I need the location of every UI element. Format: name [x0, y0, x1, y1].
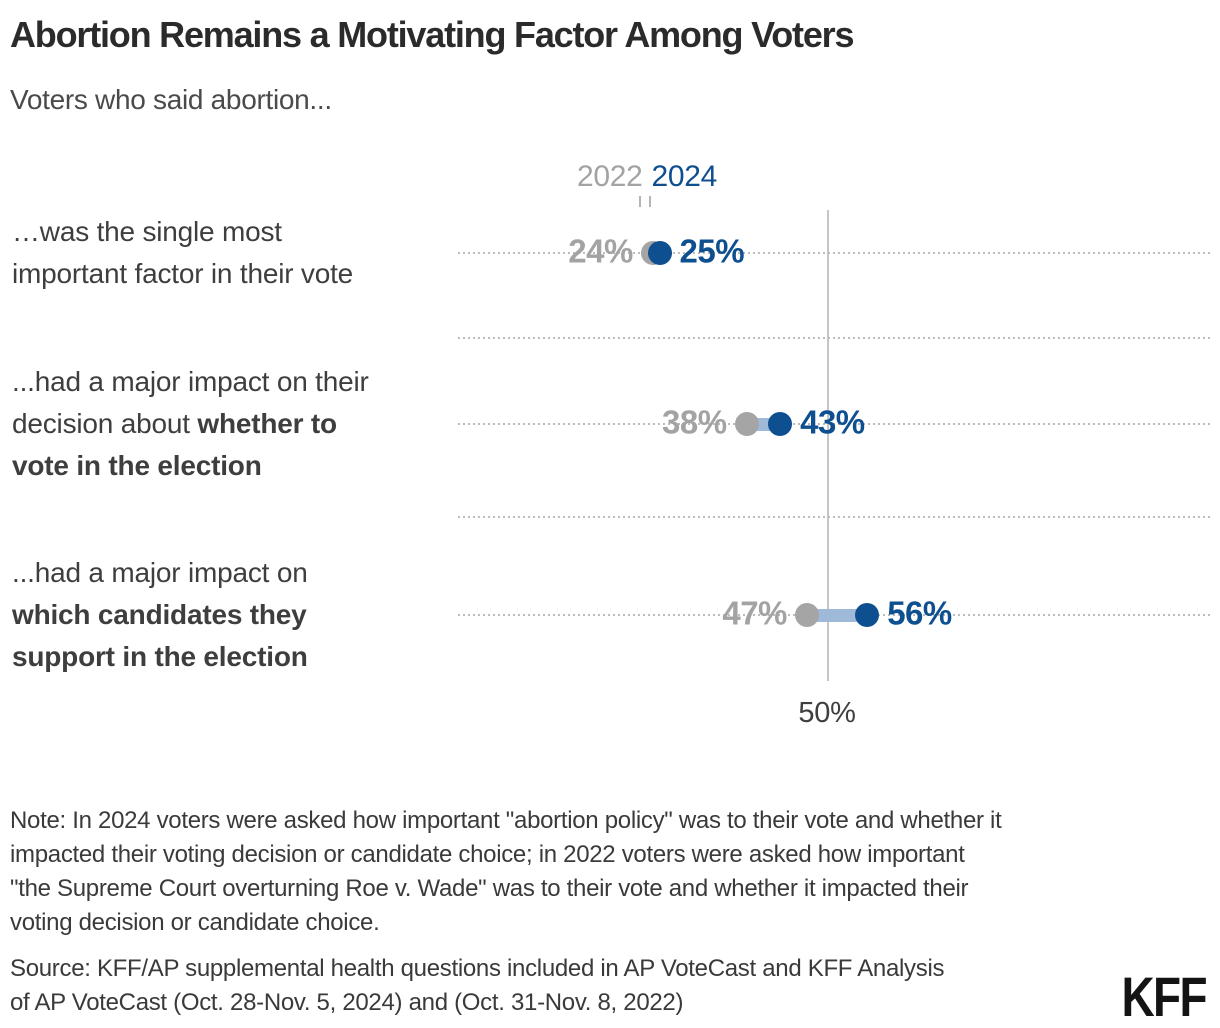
category-label: ...had a major impact on which candidate… [12, 552, 482, 678]
row-separator-gridline [458, 337, 1210, 339]
data-point-2022 [640, 241, 665, 265]
data-point-2022 [734, 412, 759, 436]
dumbbell-connector [806, 608, 868, 622]
data-point-2024 [647, 241, 672, 265]
legend-2024-label: 2024 [651, 160, 718, 193]
data-point-2024 [768, 412, 793, 436]
dumbbell-connector [652, 246, 660, 260]
row-gridline [458, 252, 1210, 254]
page-title: Abortion Remains a Motivating Factor Amo… [10, 14, 854, 55]
value-label-2022: 47% [722, 594, 787, 632]
value-label-2022: 24% [568, 232, 633, 270]
value-label-2024: 56% [887, 594, 952, 632]
category-label-segment: …was the single most important factor in… [12, 216, 354, 289]
reference-line-50pct [827, 210, 829, 681]
legend: 2022 2024 [577, 160, 717, 194]
category-label: ...had a major impact on their decision … [12, 361, 482, 487]
data-point-2024 [855, 603, 880, 627]
legend-tick-mark [649, 196, 651, 207]
value-label-2024: 43% [800, 403, 865, 441]
category-label: …was the single most important factor in… [12, 211, 482, 295]
category-label-bold-segment: whether to vote in the election [12, 408, 337, 481]
source-text: Source: KFF/AP supplemental health quest… [10, 955, 945, 1016]
value-label-2022: 38% [662, 403, 727, 441]
chart-subtitle: Voters who said abortion... [10, 84, 332, 115]
category-label-bold-segment: which candidates they support in the ele… [12, 599, 308, 672]
row-gridline [458, 614, 1210, 616]
data-point-2022 [794, 603, 819, 627]
row-separator-gridline [458, 516, 1210, 518]
legend-2022-label: 2022 [576, 160, 643, 193]
kff-logo: KFF [1121, 965, 1208, 1028]
legend-tick-mark [639, 196, 641, 207]
value-label-2024: 25% [679, 232, 745, 270]
dumbbell-connector [746, 417, 781, 431]
category-label-segment: ...had a major impact on [12, 557, 308, 588]
category-label-segment: ...had a major impact on their decision … [12, 366, 369, 439]
row-gridline [458, 423, 1210, 425]
x-axis-tick-label: 50% [798, 697, 856, 729]
note-text: Note: In 2024 voters were asked how impo… [10, 807, 1002, 936]
